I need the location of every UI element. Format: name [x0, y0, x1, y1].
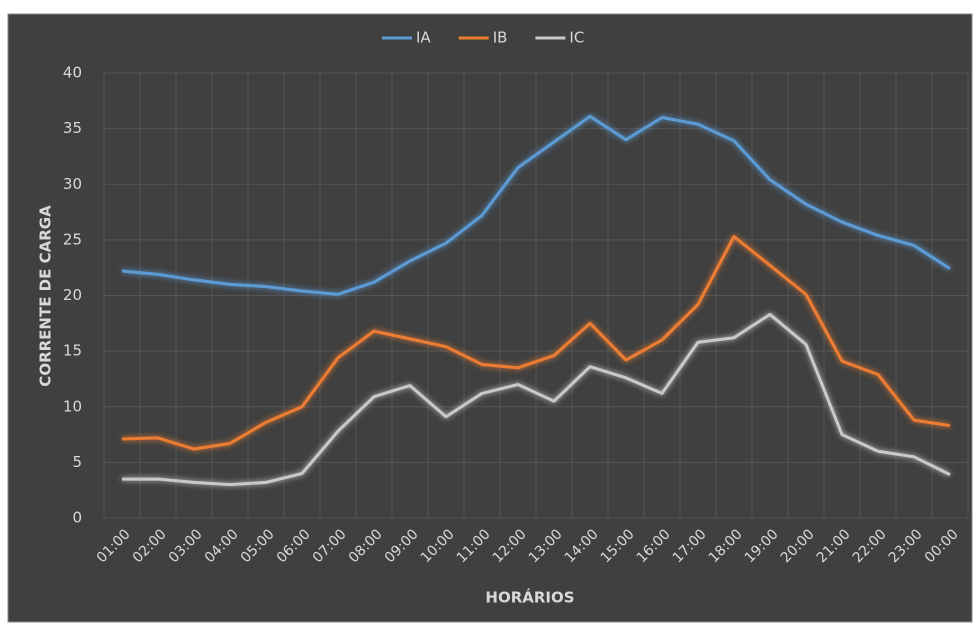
y-tick-label: 10	[63, 397, 82, 415]
series-line	[121, 235, 951, 451]
legend-label: IB	[493, 29, 508, 47]
y-tick-label: 35	[63, 119, 82, 137]
y-tick-label: 5	[72, 453, 82, 471]
y-tick-label: 15	[63, 342, 82, 360]
legend-label: IA	[416, 29, 431, 47]
legend-label: IC	[569, 29, 584, 47]
x-axis-label: HORÁRIOS	[485, 588, 574, 607]
y-tick-label: 0	[72, 509, 82, 527]
y-axis-label: CORRENTE DE CARGA	[37, 205, 55, 387]
y-tick-label: 20	[63, 286, 82, 304]
series-line	[122, 312, 951, 487]
y-tick-label: 40	[63, 64, 82, 82]
chart-background	[7, 13, 973, 623]
y-tick-label: 30	[63, 175, 82, 193]
y-tick-label: 25	[63, 230, 82, 248]
series-line	[121, 114, 951, 296]
